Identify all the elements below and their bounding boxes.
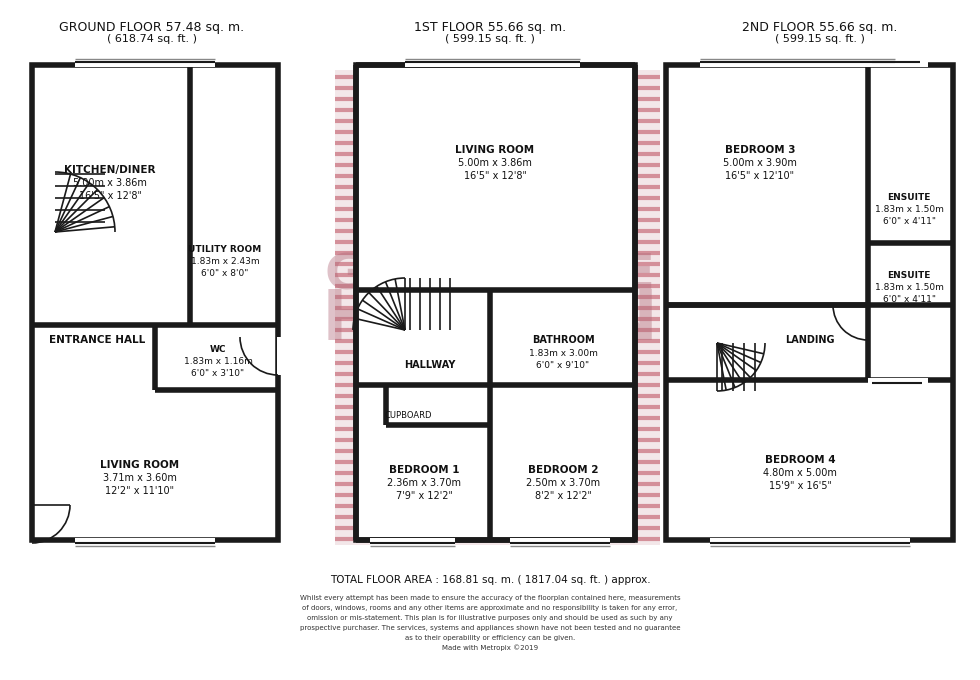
Bar: [405, 59, 580, 67]
Text: HALMAN: HALMAN: [321, 286, 659, 354]
Text: ( 599.15 sq. ft. ): ( 599.15 sq. ft. ): [775, 34, 865, 44]
Text: 3.71m x 3.60m: 3.71m x 3.60m: [103, 473, 177, 483]
Text: BEDROOM 3: BEDROOM 3: [725, 145, 795, 155]
Text: 5.00m x 3.90m: 5.00m x 3.90m: [723, 158, 797, 168]
Text: 1.83m x 1.16m: 1.83m x 1.16m: [183, 358, 253, 367]
Text: HALLWAY: HALLWAY: [405, 360, 456, 370]
Text: 2.50m x 3.70m: 2.50m x 3.70m: [526, 478, 600, 488]
Text: 1ST FLOOR 55.66 sq. m.: 1ST FLOOR 55.66 sq. m.: [414, 20, 566, 33]
Text: as to their operability or efficiency can be given.: as to their operability or efficiency ca…: [405, 635, 575, 641]
Bar: [700, 59, 895, 67]
Text: LIVING ROOM: LIVING ROOM: [456, 145, 534, 155]
Text: omission or mis-statement. This plan is for illustrative purposes only and shoul: omission or mis-statement. This plan is …: [308, 615, 672, 621]
Text: 1.83m x 3.00m: 1.83m x 3.00m: [528, 348, 598, 358]
Text: ENSUITE: ENSUITE: [887, 271, 931, 280]
Text: GROUND FLOOR 57.48 sq. m.: GROUND FLOOR 57.48 sq. m.: [60, 20, 245, 33]
Text: 1.83m x 1.50m: 1.83m x 1.50m: [874, 205, 944, 214]
Text: BEDROOM 4: BEDROOM 4: [764, 455, 835, 465]
Text: ( 618.74 sq. ft. ): ( 618.74 sq. ft. ): [107, 34, 197, 44]
Text: ENSUITE: ENSUITE: [887, 192, 931, 201]
Bar: [277, 337, 282, 375]
Bar: [710, 538, 910, 546]
Text: prospective purchaser. The services, systems and appliances shown have not been : prospective purchaser. The services, sys…: [300, 625, 680, 631]
Text: 5.00m x 3.86m: 5.00m x 3.86m: [458, 158, 532, 168]
Bar: [510, 538, 610, 546]
Bar: [868, 378, 928, 384]
Text: GASCOIGNE: GASCOIGNE: [324, 251, 656, 299]
Text: 6'0" x 9'10": 6'0" x 9'10": [536, 362, 590, 371]
Text: 1.83m x 2.43m: 1.83m x 2.43m: [191, 258, 260, 267]
Text: BATHROOM: BATHROOM: [532, 335, 594, 345]
Bar: [370, 538, 455, 546]
Text: 7'9" x 12'2": 7'9" x 12'2": [396, 491, 453, 501]
Text: 6'0" x 3'10": 6'0" x 3'10": [191, 369, 245, 379]
Text: 2ND FLOOR 55.66 sq. m.: 2ND FLOOR 55.66 sq. m.: [742, 20, 898, 33]
Bar: [358, 67, 633, 538]
Text: BEDROOM 2: BEDROOM 2: [528, 465, 598, 475]
Text: 16'5" x 12'10": 16'5" x 12'10": [725, 171, 795, 181]
Text: 16'5" x 12'8": 16'5" x 12'8": [78, 191, 141, 201]
Polygon shape: [455, 300, 525, 370]
Text: CUPBOARD: CUPBOARD: [384, 411, 432, 420]
Text: TOTAL FLOOR AREA : 168.81 sq. m. ( 1817.04 sq. ft. ) approx.: TOTAL FLOOR AREA : 168.81 sq. m. ( 1817.…: [329, 575, 651, 585]
Text: 12'2" x 11'10": 12'2" x 11'10": [106, 486, 174, 496]
Text: KITCHEN/DINER: KITCHEN/DINER: [65, 165, 156, 175]
Text: UTILITY ROOM: UTILITY ROOM: [188, 245, 262, 254]
Bar: [868, 59, 928, 67]
Bar: [356, 65, 635, 540]
Text: 6'0" x 8'0": 6'0" x 8'0": [201, 269, 249, 279]
Text: 2.36m x 3.70m: 2.36m x 3.70m: [387, 478, 461, 488]
Text: ENTRANCE HALL: ENTRANCE HALL: [49, 335, 145, 345]
Text: BEDROOM 1: BEDROOM 1: [389, 465, 460, 475]
Text: LIVING ROOM: LIVING ROOM: [100, 460, 179, 470]
Text: Made with Metropix ©2019: Made with Metropix ©2019: [442, 645, 538, 651]
Text: 4.80m x 5.00m: 4.80m x 5.00m: [763, 468, 837, 478]
Text: 15'9" x 16'5": 15'9" x 16'5": [768, 481, 831, 491]
Text: 1.83m x 1.50m: 1.83m x 1.50m: [874, 284, 944, 292]
Text: LANDING: LANDING: [785, 335, 835, 345]
Bar: [75, 538, 215, 546]
Text: 6'0" x 4'11": 6'0" x 4'11": [883, 216, 936, 226]
Text: 5.00m x 3.86m: 5.00m x 3.86m: [74, 178, 147, 188]
Bar: [32, 65, 278, 540]
Text: WC: WC: [210, 345, 226, 354]
Text: Whilst every attempt has been made to ensure the accuracy of the floorplan conta: Whilst every attempt has been made to en…: [300, 595, 680, 601]
Text: ( 599.15 sq. ft. ): ( 599.15 sq. ft. ): [445, 34, 535, 44]
Text: 8'2" x 12'2": 8'2" x 12'2": [534, 491, 592, 501]
Text: 6'0" x 4'11": 6'0" x 4'11": [883, 296, 936, 305]
Bar: [335, 70, 660, 545]
Text: 16'5" x 12'8": 16'5" x 12'8": [464, 171, 526, 181]
Bar: [75, 59, 215, 67]
Text: of doors, windows, rooms and any other items are approximate and no responsibili: of doors, windows, rooms and any other i…: [303, 605, 677, 611]
Polygon shape: [455, 220, 525, 290]
Bar: [666, 65, 953, 540]
